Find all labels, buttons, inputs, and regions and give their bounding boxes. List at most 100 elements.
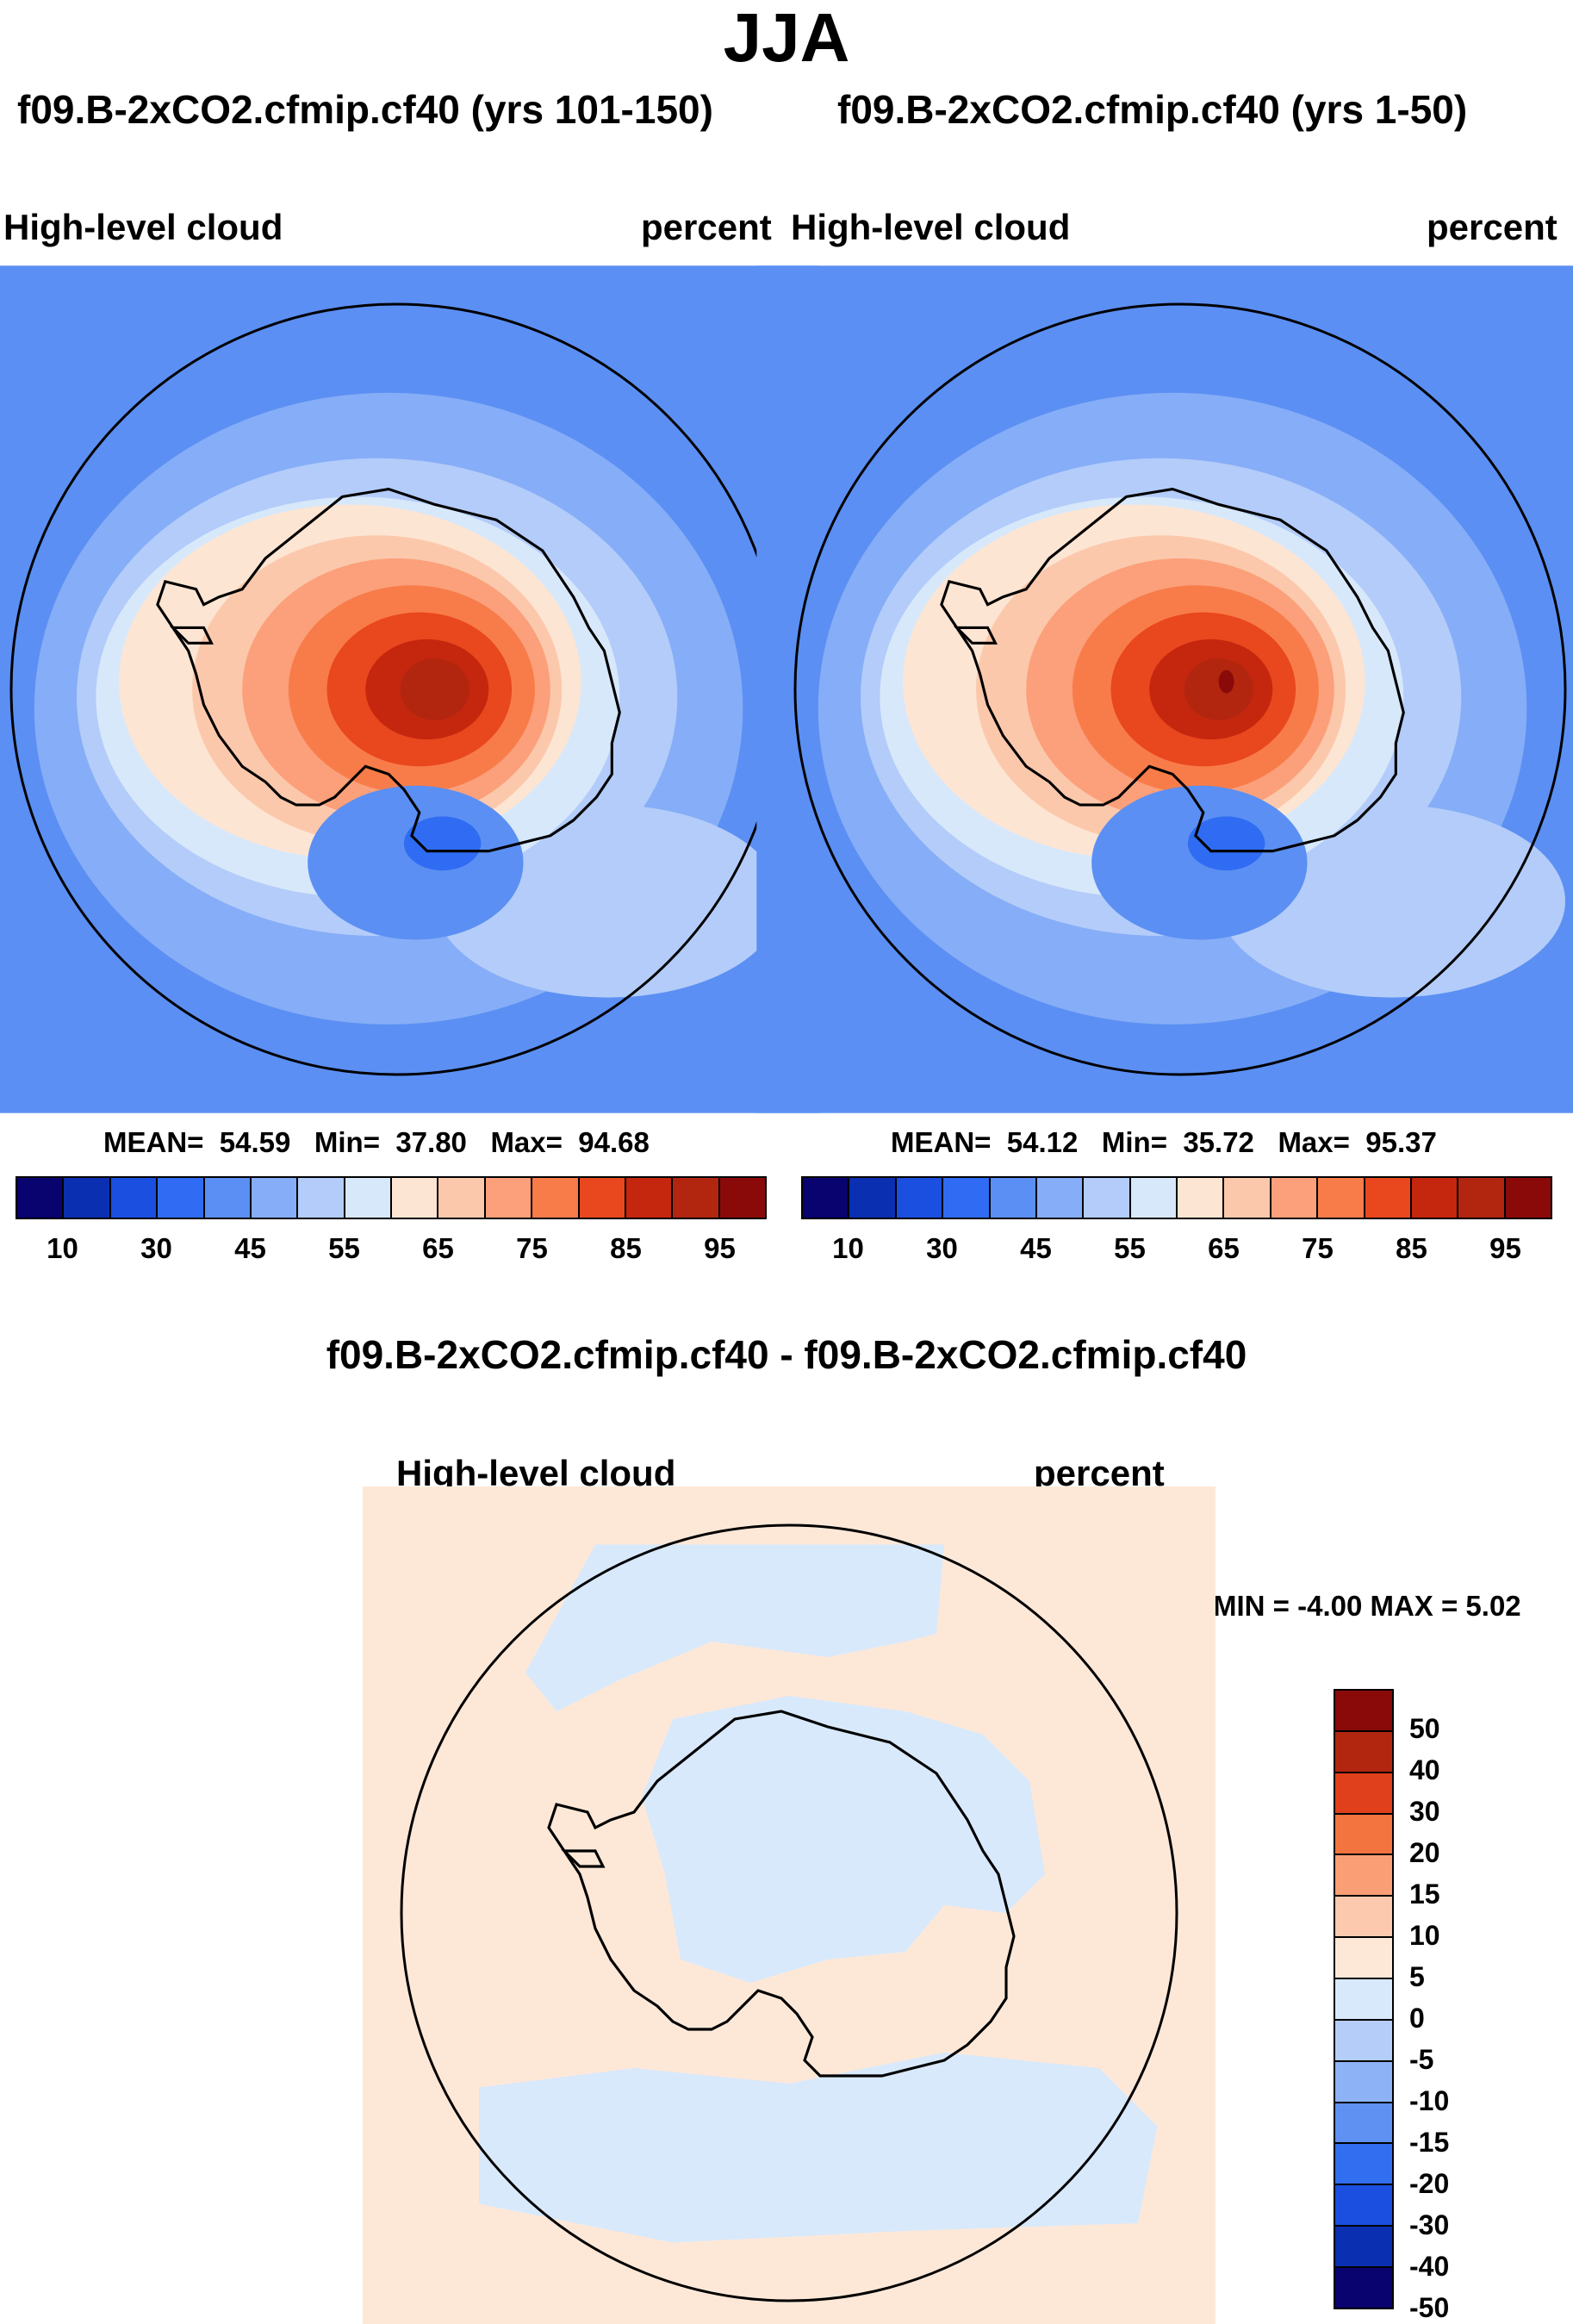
- diff-colorbar-swatch: [1335, 2268, 1392, 2308]
- diff-case-title: f09.B-2xCO2.cfmip.cf40 - f09.B-2xCO2.cfm…: [326, 1332, 1247, 1377]
- left-colorbar-swatch: [251, 1178, 299, 1218]
- diff-colorbar-swatch: [1335, 1814, 1392, 1856]
- diff-colorbar-tick-label: 20: [1409, 1837, 1440, 1868]
- right-mean-label: MEAN=: [891, 1126, 992, 1158]
- diff-colorbar-tick-label: -5: [1409, 2044, 1434, 2075]
- right-colorbar-tick-label: 10: [832, 1232, 864, 1264]
- right-min-label: Min=: [1101, 1126, 1167, 1158]
- right-colorbar-swatch: [1036, 1178, 1085, 1218]
- diff-colorbar-tick-label: -40: [1409, 2251, 1450, 2282]
- diff-colorbar-tick-label: -15: [1409, 2127, 1450, 2158]
- left-colorbar: [16, 1176, 767, 1219]
- right-colorbar-swatch: [1365, 1178, 1412, 1218]
- left-variable-label: High-level cloud: [3, 207, 283, 247]
- left-colorbar-swatch: [532, 1178, 580, 1218]
- left-colorbar-ticks: 10 30 45 55 65 75 85 95: [16, 1232, 767, 1267]
- right-case-title: f09.B-2xCO2.cfmip.cf40 (yrs 1-50): [837, 87, 1468, 132]
- left-colorbar-swatch: [438, 1178, 486, 1218]
- right-colorbar-swatch: [896, 1178, 944, 1218]
- right-colorbar-swatch: [1505, 1178, 1551, 1218]
- right-colorbar-swatch: [1271, 1178, 1319, 1218]
- right-colorbar-swatch: [1130, 1178, 1178, 1218]
- left-colorbar-tick-label: 65: [422, 1232, 454, 1264]
- diff-colorbar: [1334, 1689, 1394, 2309]
- right-mean-value: 54.12: [1006, 1126, 1079, 1158]
- left-colorbar-swatch: [298, 1178, 345, 1218]
- diff-colorbar-ticks: 50 40 30 20 15 10 5 0 -5 -10 -15 -20 -30 -40 -50: [1409, 1689, 1513, 2323]
- diff-colorbar-swatch: [1335, 1691, 1392, 1732]
- left-colorbar-tick-label: 10: [47, 1232, 78, 1264]
- right-variable-label: High-level cloud: [791, 207, 1071, 247]
- diff-colorbar-tick-label: 50: [1409, 1713, 1440, 1744]
- left-colorbar-swatch: [345, 1178, 392, 1218]
- left-colorbar-swatch: [158, 1178, 205, 1218]
- right-colorbar-swatch: [1178, 1178, 1225, 1218]
- diff-colorbar-swatch: [1335, 2144, 1392, 2186]
- diff-colorbar-tick-label: -20: [1409, 2168, 1450, 2199]
- diff-colorbar-tick-label: 5: [1409, 1961, 1425, 1992]
- diff-colorbar-swatch: [1335, 2227, 1392, 2269]
- left-min-label: Min=: [314, 1126, 380, 1158]
- diff-minmax: MIN = -4.00 MAX = 5.02: [1213, 1590, 1521, 1622]
- right-colorbar-ticks: 10 30 45 55 65 75 85 95: [801, 1232, 1552, 1267]
- left-colorbar-tick-label: 75: [516, 1232, 548, 1264]
- figure-title: JJA: [723, 0, 850, 76]
- diff-colorbar-swatch: [1335, 1773, 1392, 1815]
- left-colorbar-swatch: [673, 1178, 720, 1218]
- left-case-title: f09.B-2xCO2.cfmip.cf40 (yrs 101-150): [17, 87, 713, 132]
- left-colorbar-tick-label: 45: [234, 1232, 266, 1264]
- diff-colorbar-swatch: [1335, 1938, 1392, 1980]
- left-max-label: Max=: [490, 1126, 563, 1158]
- diff-polar-map: [393, 1486, 1216, 2324]
- right-min-value: 35.72: [1183, 1126, 1254, 1158]
- diff-colorbar-tick-label: -50: [1409, 2292, 1450, 2323]
- left-colorbar-swatch: [204, 1178, 252, 1218]
- right-colorbar-tick-label: 65: [1208, 1232, 1240, 1264]
- diff-colorbar-tick-label: 10: [1409, 1920, 1440, 1951]
- right-max-value: 95.37: [1365, 1126, 1437, 1158]
- right-stats: MEAN= 54.12 Min= 35.72 Max= 95.37: [891, 1126, 1437, 1159]
- diff-colorbar-swatch: [1335, 2020, 1392, 2062]
- right-colorbar-swatch: [1224, 1178, 1271, 1218]
- diff-colorbar-swatch: [1335, 2185, 1392, 2227]
- diff-colorbar-swatch: [1335, 1855, 1392, 1897]
- diff-colorbar-swatch: [1335, 2061, 1392, 2103]
- diff-colorbar-tick-label: -10: [1409, 2085, 1450, 2116]
- right-units-label: percent: [1427, 207, 1557, 247]
- right-colorbar-tick-label: 55: [1114, 1232, 1146, 1264]
- left-colorbar-swatch: [485, 1178, 533, 1218]
- left-stats: MEAN= 54.59 Min= 37.80 Max= 94.68: [103, 1126, 650, 1159]
- left-mean-label: MEAN=: [103, 1126, 204, 1158]
- left-colorbar-tick-label: 85: [610, 1232, 642, 1264]
- diff-colorbar-swatch: [1335, 1897, 1392, 1939]
- right-colorbar-tick-label: 30: [926, 1232, 958, 1264]
- right-colorbar-swatch: [943, 1178, 991, 1218]
- right-colorbar-swatch: [1084, 1178, 1131, 1218]
- left-units-label: percent: [641, 207, 772, 247]
- right-colorbar-tick-label: 95: [1489, 1232, 1521, 1264]
- diff-colorbar-tick-label: 15: [1409, 1879, 1440, 1910]
- left-colorbar-tick-label: 95: [704, 1232, 736, 1264]
- right-polar-map: [784, 265, 1573, 1113]
- left-colorbar-swatch: [625, 1178, 674, 1218]
- diff-colorbar-swatch: [1335, 2103, 1392, 2145]
- left-max-value: 94.68: [578, 1126, 650, 1158]
- left-colorbar-swatch: [579, 1178, 626, 1218]
- right-colorbar-tick-label: 75: [1302, 1232, 1334, 1264]
- left-polar-map: [0, 265, 820, 1113]
- left-colorbar-swatch: [719, 1178, 765, 1218]
- left-colorbar-swatch: [17, 1178, 65, 1218]
- diff-colorbar-tick-label: 0: [1409, 2003, 1425, 2034]
- left-colorbar-tick-label: 55: [328, 1232, 360, 1264]
- left-colorbar-swatch: [110, 1178, 159, 1218]
- right-colorbar-swatch: [990, 1178, 1037, 1218]
- right-colorbar-swatch: [803, 1178, 850, 1218]
- diff-colorbar-swatch: [1335, 1731, 1392, 1773]
- left-colorbar-swatch: [392, 1178, 439, 1218]
- right-colorbar-tick-label: 85: [1396, 1232, 1427, 1264]
- right-colorbar-swatch: [1411, 1178, 1459, 1218]
- right-colorbar-swatch: [1458, 1178, 1506, 1218]
- left-min-value: 37.80: [395, 1126, 467, 1158]
- right-colorbar-swatch: [849, 1178, 897, 1218]
- right-max-label: Max=: [1278, 1126, 1350, 1158]
